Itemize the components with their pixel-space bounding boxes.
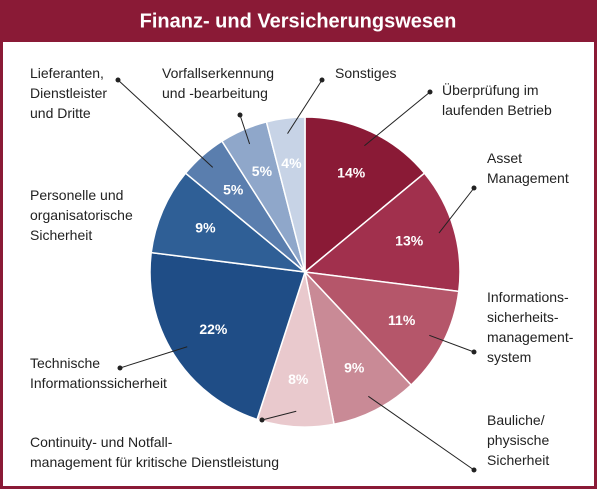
value-label: 5% (252, 163, 273, 179)
value-label: 5% (223, 181, 244, 197)
value-label: 9% (195, 220, 216, 236)
label-line: Personelle und (30, 187, 123, 203)
label-line: und -bearbeitung (162, 85, 268, 101)
label-line: Asset (487, 150, 522, 166)
label-line: Sicherheit (30, 227, 92, 243)
pie-slice (149, 251, 306, 421)
label-line: und Dritte (30, 105, 91, 121)
leader-line (438, 187, 475, 234)
leader-dot (319, 77, 325, 83)
label-line: Bauliche/ (487, 412, 545, 428)
chart-title: Finanz- und Versicherungswesen (140, 10, 457, 32)
pie-slice (303, 269, 413, 426)
label-line: Sicherheit (487, 452, 549, 468)
value-label: 22% (199, 321, 228, 337)
label-line: laufenden Betrieb (442, 102, 552, 118)
leader-line (239, 114, 251, 145)
pie-slice (304, 116, 426, 274)
leader-line (119, 346, 188, 369)
category-label: Lieferanten, Dienstleister und Dritte (30, 65, 107, 121)
label-line: Vorfallserkennung (162, 65, 274, 81)
label-line: organisatorische (30, 207, 133, 223)
value-label: 9% (344, 359, 365, 375)
leader-dot (237, 112, 243, 118)
category-label: Asset Management (487, 150, 569, 186)
leader-dot (471, 185, 477, 191)
pie-slice (303, 270, 460, 387)
label-line: sicherheits- (487, 309, 559, 325)
label-line: physische (487, 432, 549, 448)
leader-dot (115, 77, 121, 83)
leader-dot (259, 417, 265, 423)
value-label: 4% (281, 155, 302, 171)
category-label: Personelle und organisatorische Sicherheit (30, 187, 133, 243)
leader-line (287, 79, 323, 134)
value-label: 11% (388, 312, 416, 328)
leader-line (261, 410, 297, 421)
label-line: Dienstleister (30, 85, 107, 101)
label-line: Überprüfung im (442, 81, 539, 98)
label-line: Informations- (487, 289, 569, 305)
category-label: Bauliche/physische Sicherheit (487, 412, 549, 468)
leader-line (368, 395, 475, 471)
label-line: Informationssicherheit (30, 375, 167, 391)
leader-dot (117, 365, 123, 371)
leader-dot (471, 349, 477, 355)
category-label: Sonstiges (335, 65, 396, 81)
label-line: Sonstiges (335, 65, 396, 81)
value-label: 13% (395, 232, 424, 248)
label-line: Lieferanten, (30, 65, 104, 81)
category-label: Technische Informationssicherheit (30, 355, 167, 391)
label-line: management für kritische Dienstleistung (30, 454, 279, 470)
title-bar (0, 0, 597, 42)
leader-line (364, 91, 431, 147)
leader-line (429, 334, 475, 353)
pie-slice (150, 172, 308, 274)
leader-dot (471, 467, 477, 473)
category-label: Informations-sicherheits-management-syst… (487, 289, 574, 365)
leader-dot (427, 89, 433, 95)
leader-line (117, 79, 214, 168)
pie-slice (265, 116, 306, 273)
value-label: 8% (288, 371, 309, 387)
category-label: Vorfallserkennung und -bearbeitung (162, 65, 274, 101)
value-label: 14% (337, 165, 366, 181)
pie-slice (303, 172, 461, 293)
category-label: Überprüfung im laufenden Betrieb (442, 81, 552, 118)
label-line: management- (487, 329, 574, 345)
label-line: Management (487, 170, 569, 186)
label-line: Continuity- und Notfall- (30, 434, 173, 450)
label-line: system (487, 349, 531, 365)
label-line: Technische (30, 355, 100, 371)
category-label: Continuity- und Notfall-management für k… (30, 434, 279, 470)
